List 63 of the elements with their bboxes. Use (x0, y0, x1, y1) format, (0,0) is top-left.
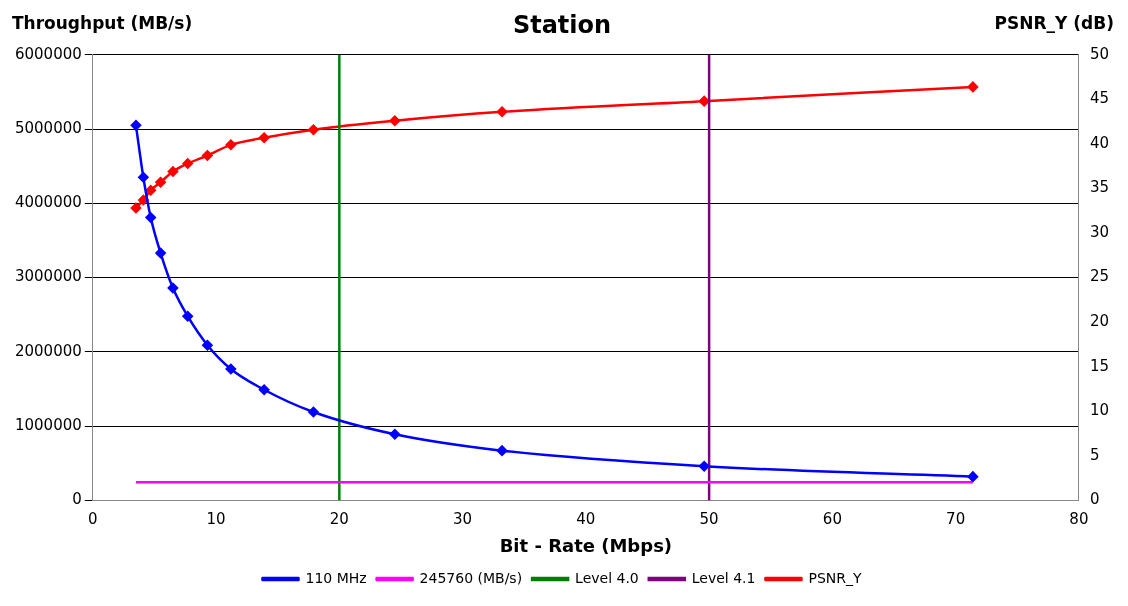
point (258, 132, 270, 143)
point (389, 115, 401, 126)
y-axis-title: Throughput (MB/s) (12, 12, 193, 33)
point (967, 81, 979, 93)
y2-tick-label: 10 (1089, 401, 1110, 420)
x-tick-label: 40 (576, 510, 596, 529)
x-tick-label: 0 (88, 510, 98, 529)
y2-tick-label: 45 (1089, 89, 1110, 108)
y-tick-label: 1000000 (14, 416, 82, 435)
y-tick-label: 4000000 (14, 193, 82, 212)
point (225, 139, 237, 151)
point (155, 247, 166, 259)
chart-title: Station (512, 10, 612, 39)
point (308, 406, 319, 418)
y2-tick-label: 5 (1089, 445, 1100, 464)
point (130, 202, 142, 214)
point (389, 429, 401, 440)
x-tick-label: 20 (329, 510, 349, 529)
point (182, 158, 193, 169)
point (225, 363, 237, 375)
point (145, 212, 156, 223)
point (308, 124, 319, 135)
point (202, 339, 213, 351)
y-tick-label: 2000000 (14, 341, 82, 360)
y2-tick-label: 20 (1089, 312, 1110, 331)
point (967, 471, 979, 482)
legend-label: 245760 (MB/s) (419, 569, 523, 586)
x-tick-label: 70 (946, 510, 966, 529)
y2-tick-label: 30 (1089, 222, 1110, 241)
x-tick-label: 10 (206, 510, 226, 529)
point (496, 445, 508, 456)
point (138, 172, 149, 183)
x-axis-title: Bit - Rate (Mbps) (499, 534, 673, 556)
y2-tick-label: 40 (1089, 133, 1110, 152)
point (202, 150, 213, 161)
point (496, 106, 508, 118)
point (167, 282, 179, 294)
point (155, 176, 166, 188)
point (145, 185, 156, 196)
y-tick-label: 0 (72, 490, 82, 509)
point (698, 460, 710, 472)
x-tick-label: 50 (699, 510, 719, 529)
point (182, 310, 193, 322)
y2-axis-title: PSNR_Y (dB) (994, 12, 1114, 33)
y2-tick-label: 15 (1089, 356, 1110, 375)
x-tick-label: 80 (1069, 510, 1089, 529)
y2-tick-label: 35 (1089, 178, 1110, 197)
legend-label: Level 4.1 (691, 569, 756, 586)
point (138, 194, 149, 206)
x-tick-label: 60 (822, 510, 842, 529)
y2-tick-label: 50 (1089, 44, 1110, 63)
point (130, 120, 142, 131)
y-tick-label: 5000000 (14, 118, 82, 137)
x-tick-label: 30 (453, 510, 473, 529)
y-tick-label: 3000000 (14, 267, 82, 286)
y2-tick-label: 25 (1089, 267, 1110, 286)
legend-label: 110 MHz (305, 569, 367, 586)
y-tick-label: 6000000 (14, 44, 82, 63)
y2-tick-label: 0 (1089, 490, 1100, 509)
point (167, 166, 179, 177)
legend-label: PSNR_Y (808, 569, 862, 586)
point (258, 384, 270, 395)
legend-label: Level 4.0 (575, 569, 639, 586)
